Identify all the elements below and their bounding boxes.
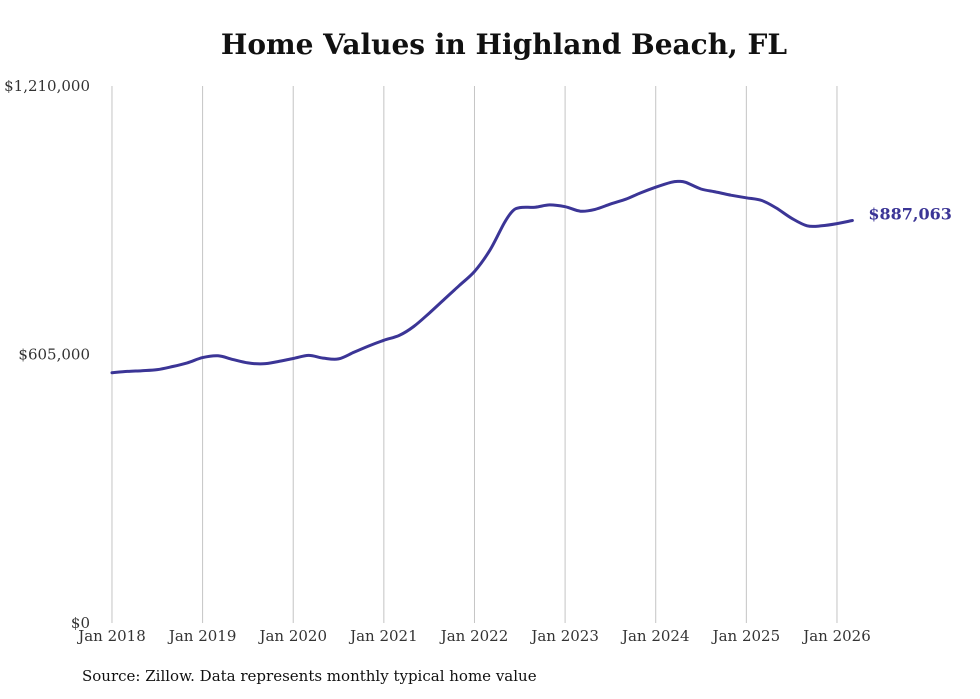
x-tick-label: Jan 2024 — [620, 627, 690, 645]
chart-title: Home Values in Highland Beach, FL — [220, 28, 788, 61]
vertical-gridlines — [111, 86, 838, 623]
x-tick-label: Jan 2023 — [529, 627, 599, 645]
x-tick-label: Jan 2018 — [76, 627, 146, 645]
x-tick-label: Jan 2019 — [167, 627, 237, 645]
source-note: Source: Zillow. Data represents monthly … — [82, 667, 537, 685]
x-tick-label: Jan 2021 — [348, 627, 418, 645]
x-axis-ticks: Jan 2018 Jan 2019 Jan 2020 Jan 2021 Jan 2022… — [76, 627, 871, 645]
y-tick-label: $0 — [71, 614, 90, 632]
x-tick-label: Jan 2025 — [711, 627, 781, 645]
y-axis-ticks: $0 $605,000 $1,210,000 — [4, 77, 90, 632]
x-tick-label: Jan 2026 — [801, 627, 871, 645]
latest-value-label: $887,063 — [868, 204, 952, 223]
y-tick-label: $605,000 — [18, 346, 90, 364]
y-tick-label: $1,210,000 — [4, 77, 90, 95]
x-tick-label: Jan 2022 — [439, 627, 509, 645]
home-value-line — [110, 179, 854, 375]
x-tick-label: Jan 2020 — [257, 627, 327, 645]
